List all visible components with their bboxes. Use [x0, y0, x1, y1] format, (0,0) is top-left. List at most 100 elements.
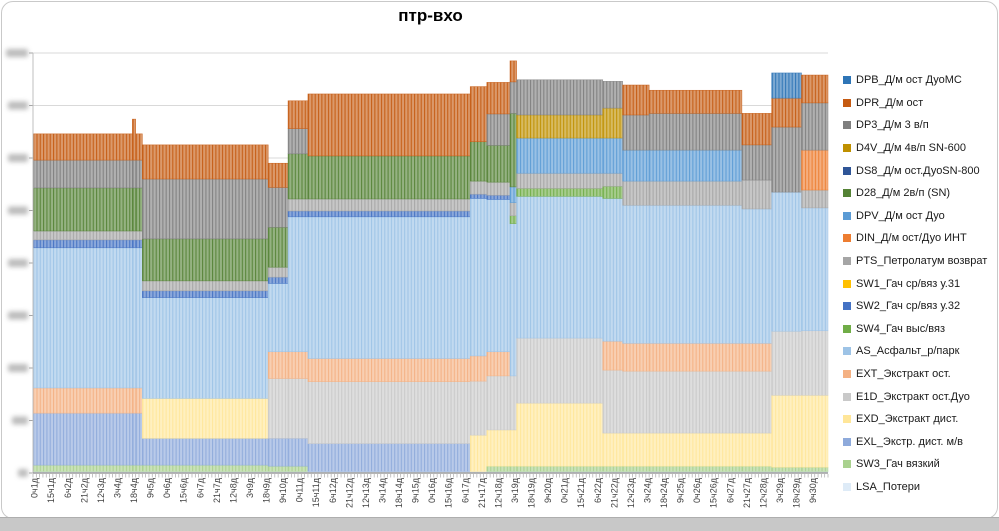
- legend-item-DIN[interactable]: DIN_Д/м ост/Дуо ИНТ: [843, 227, 995, 250]
- x-axis-label: 6ч2д: [63, 477, 73, 498]
- legend-label: E1D_Экстракт ост.Дуо: [856, 390, 970, 403]
- legend-label: DPV_Д/м ост Дуо: [856, 209, 945, 222]
- x-axis-label: 3ч4д: [112, 477, 122, 498]
- x-axis-label: 3ч14д: [377, 477, 387, 503]
- x-axis-label: 0ч1д: [30, 477, 40, 498]
- x-axis-label: 15ч6д: [179, 477, 189, 503]
- x-axis-label: 18ч4д: [129, 477, 139, 503]
- legend-item-SW4[interactable]: SW4_Гач выс/вяз: [843, 318, 995, 341]
- y-axis-label-redacted: [6, 49, 28, 57]
- legend-label: D4V_Д/м 4в/п SN-600: [856, 142, 966, 155]
- legend-label: EXD_Экстракт дист.: [856, 413, 959, 426]
- y-axis-label-redacted: [8, 154, 28, 162]
- legend-swatch-DPB: [843, 76, 851, 85]
- x-axis-label: 15ч26д: [709, 477, 719, 508]
- x-axis-label: 3ч9д: [245, 477, 255, 498]
- x-axis-label: 6ч7д: [195, 477, 205, 498]
- legend-swatch-SW4: [843, 324, 851, 333]
- y-axis-label-redacted: [8, 206, 28, 215]
- legend-item-D4V[interactable]: D4V_Д/м 4в/п SN-600: [843, 137, 995, 160]
- x-axis-label: 21ч17д: [477, 477, 487, 508]
- x-axis-label: 9ч20д: [543, 477, 553, 503]
- legend-swatch-D4V: [843, 144, 851, 153]
- x-axis-label: 18ч19д: [527, 477, 537, 508]
- x-axis-label: 9ч30д: [808, 477, 818, 503]
- legend-item-EXD[interactable]: EXD_Экстракт дист.: [843, 408, 995, 431]
- legend-label: LSA_Потери: [856, 480, 920, 493]
- legend-label: SW2_Гач ср/вяз у.32: [856, 300, 961, 313]
- legend-swatch-E1D: [843, 392, 851, 401]
- legend-item-DPB[interactable]: DPB_Д/м ост ДуоМС: [843, 69, 995, 92]
- x-axis-label: 3ч24д: [642, 477, 652, 503]
- x-axis-label: 18ч29д: [792, 477, 802, 508]
- x-axis-label: 12ч23д: [626, 477, 636, 508]
- legend-swatch-DP3: [843, 121, 851, 130]
- x-axis-label: 0ч6д: [162, 477, 172, 498]
- y-axis-label-redacted: [8, 259, 28, 267]
- x-axis-label: 12ч18д: [493, 477, 503, 508]
- window-bottom-edge: [0, 517, 999, 531]
- legend-swatch-EXT: [843, 370, 851, 379]
- legend-swatch-DPV: [843, 211, 851, 220]
- legend-item-SW2[interactable]: SW2_Гач ср/вяз у.32: [843, 295, 995, 318]
- legend-swatch-EXL: [843, 437, 851, 446]
- legend-label: DPB_Д/м ост ДуоМС: [856, 74, 962, 87]
- legend-item-SW1[interactable]: SW1_Гач ср/вяз у.31: [843, 272, 995, 295]
- chart-plot-area[interactable]: 0ч1д 15ч1д 6ч2д 21ч2д 12ч3д 3ч4д 18ч4д 9ч5д 0ч6д…: [0, 0, 999, 519]
- x-axis-label: 15ч11д: [311, 477, 321, 507]
- legend-item-PTS[interactable]: PTS_Петролатум возврат: [843, 250, 995, 273]
- x-axis-label: 9ч15д: [411, 477, 421, 503]
- legend-swatch-LSA: [843, 482, 851, 491]
- legend-item-D28[interactable]: D28_Д/м 2в/п (SN): [843, 182, 995, 205]
- legend-item-E1D[interactable]: E1D_Экстракт ост.Дуо: [843, 385, 995, 408]
- x-axis-label: 15ч1д: [46, 477, 56, 503]
- x-axis-label: 21ч12д: [344, 477, 354, 508]
- x-axis-label: 15ч21д: [576, 477, 586, 508]
- legend-item-EXL[interactable]: EXL_Экстр. дист. м/в: [843, 431, 995, 454]
- chart-title: птр-вхо: [398, 6, 463, 25]
- legend-label: DIN_Д/м ост/Дуо ИНТ: [856, 232, 967, 245]
- legend-swatch-D28: [843, 189, 851, 198]
- legend-swatch-PTS: [843, 257, 851, 266]
- x-axis-label: 12ч3д: [96, 477, 106, 503]
- legend-swatch-DS8: [843, 166, 851, 175]
- x-axis-label: 18ч24д: [659, 477, 669, 508]
- legend-item-SW3[interactable]: SW3_Гач вязкий: [843, 453, 995, 476]
- legend-item-EXT[interactable]: EXT_Экстракт ост.: [843, 363, 995, 386]
- legend-label: SW3_Гач вязкий: [856, 458, 940, 471]
- legend-item-LSA[interactable]: LSA_Потери: [843, 476, 995, 499]
- x-axis-label: 12ч28д: [758, 477, 768, 508]
- x-axis-label: 12ч8д: [228, 477, 238, 503]
- legend-swatch-SW2: [843, 302, 851, 311]
- x-axis-label: 6ч12д: [328, 477, 338, 503]
- legend-label: SW1_Гач ср/вяз у.31: [856, 277, 961, 290]
- y-axis-label-redacted: [8, 364, 28, 372]
- y-axis-label-redacted: [8, 101, 28, 110]
- legend-label: SW4_Гач выс/вяз: [856, 322, 945, 335]
- legend-label: DS8_Д/м ост.ДуоSN-800: [856, 164, 980, 177]
- x-axis-label: 21ч2д: [79, 477, 89, 503]
- x-axis-label: 21ч7д: [212, 477, 222, 503]
- y-axis-label-redacted: [12, 416, 28, 425]
- legend-item-DPR[interactable]: DPR_Д/м ост: [843, 92, 995, 115]
- x-axis-label: 21ч27д: [742, 477, 752, 508]
- legend-item-DS8[interactable]: DS8_Д/м ост.ДуоSN-800: [843, 159, 995, 182]
- x-axis-label: 21ч22д: [609, 477, 619, 508]
- x-axis-label: 15ч16д: [444, 477, 454, 508]
- x-axis-label: 0ч21д: [560, 477, 570, 503]
- legend-swatch-EXD: [843, 415, 851, 424]
- legend-item-DPV[interactable]: DPV_Д/м ост Дуо: [843, 205, 995, 228]
- x-axis-label: 6ч22д: [593, 477, 603, 503]
- legend-label: DP3_Д/м 3 в/п: [856, 119, 929, 132]
- legend-label: D28_Д/м 2в/п (SN): [856, 187, 951, 200]
- x-axis-label: 9ч10д: [278, 477, 288, 503]
- x-axis-label: 0ч11д: [295, 477, 305, 502]
- legend-item-DP3[interactable]: DP3_Д/м 3 в/п: [843, 114, 995, 137]
- y-axis-label-redacted: [18, 469, 28, 477]
- legend-item-AS[interactable]: AS_Асфальт_р/парк: [843, 340, 995, 363]
- x-axis-label: 12ч13д: [361, 477, 371, 508]
- legend-label: AS_Асфальт_р/парк: [856, 345, 960, 358]
- y-axis-label-redacted: [8, 311, 28, 320]
- legend-label: DPR_Д/м ост: [856, 96, 924, 109]
- x-axis-label: 6ч17д: [460, 477, 470, 503]
